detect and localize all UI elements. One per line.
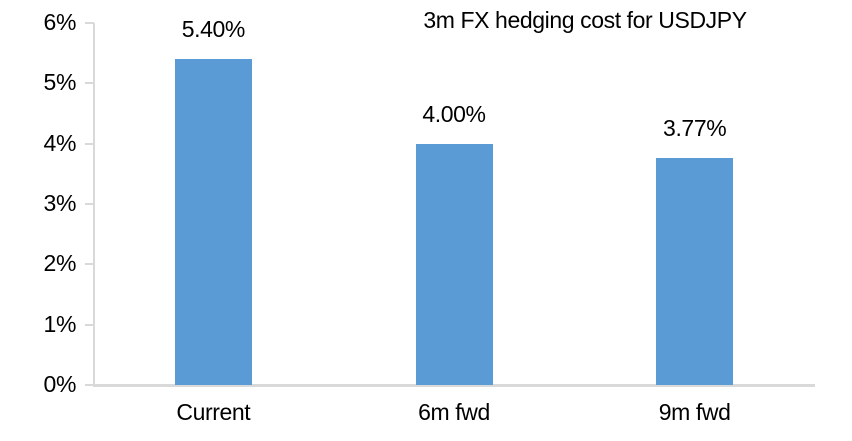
x-category-label: 6m fwd <box>418 399 490 425</box>
y-tick <box>85 323 94 326</box>
y-tick-label: 6% <box>43 9 77 35</box>
bar-value-label: 4.00% <box>422 100 486 127</box>
y-tick-label: 5% <box>43 69 77 96</box>
y-tick <box>85 384 94 386</box>
y-tick <box>85 142 94 145</box>
x-axis-line <box>93 384 815 387</box>
bar-value-label: 3.77% <box>663 114 727 141</box>
bar <box>415 143 493 385</box>
y-tick-label: 2% <box>43 250 77 277</box>
chart-title: 3m FX hedging cost for USDJPY <box>423 7 747 33</box>
bar-value-label: 5.40% <box>181 16 246 43</box>
y-tick-label: 4% <box>43 129 77 156</box>
bar <box>656 157 734 385</box>
bar <box>174 59 252 385</box>
y-tick <box>85 82 94 85</box>
x-category-label: 9m fwd <box>658 399 731 425</box>
y-tick-label: 0% <box>43 371 77 397</box>
x-category-label: Current <box>176 399 251 425</box>
y-tick <box>85 263 94 266</box>
y-axis-line <box>93 23 95 387</box>
y-tick <box>85 22 94 24</box>
y-tick-label: 1% <box>43 310 77 337</box>
y-tick-label: 3% <box>43 190 77 216</box>
y-tick <box>85 203 94 205</box>
